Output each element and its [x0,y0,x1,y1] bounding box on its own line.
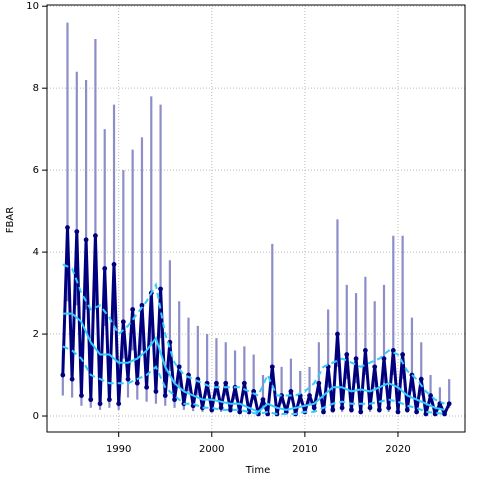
data-point [349,407,354,413]
data-point [88,397,94,403]
data-point [395,409,401,415]
data-point [362,348,368,353]
data-point [106,397,112,403]
data-point [172,397,177,403]
data-point [223,380,229,386]
data-point [130,307,136,312]
data-point [162,393,168,398]
data-point [311,405,317,411]
data-point [158,286,163,292]
data-point [74,229,80,235]
data-point [372,364,378,370]
data-point [339,405,345,411]
y-tick-label: 8 [33,83,39,94]
y-tick-label: 6 [33,165,39,176]
data-point [288,389,294,394]
data-point [97,401,103,407]
x-tick-label: 2000 [199,444,224,455]
data-point [111,261,117,267]
data-point [60,372,66,378]
data-point [358,409,364,415]
data-point [442,411,447,417]
series-line [61,226,451,416]
x-tick-label: 1990 [106,444,131,455]
data-point [381,356,387,362]
data-point [218,405,224,411]
data-point [404,407,410,413]
data-point [307,393,312,398]
data-point [316,380,322,386]
data-point [376,407,382,413]
data-point [251,389,257,394]
y-tick-label: 4 [33,247,39,258]
data-point [153,389,159,394]
data-point [344,352,350,357]
x-tick-label: 2020 [385,444,410,455]
upper-quantile-line [62,263,445,405]
data-point [125,376,131,382]
data-point [335,331,340,337]
data-point [93,233,98,239]
data-point [414,409,419,415]
data-point [386,405,392,411]
x-axis-label: Time [245,465,270,476]
y-tick-label: 0 [33,411,39,422]
data-point [200,405,205,411]
data-point [120,319,126,325]
data-point [83,237,89,243]
data-point [241,380,247,386]
data-point [69,376,75,382]
data-point [237,409,243,415]
data-point [446,401,452,407]
data-point [144,384,150,390]
data-point [321,409,326,415]
data-point [353,356,359,362]
data-point [176,364,182,370]
data-point [390,348,396,353]
data-point [65,225,70,230]
data-point [214,380,219,386]
data-point [432,411,438,417]
lower-quantile-line [62,345,445,416]
y-axis-label: FBAR [5,207,16,233]
data-point [102,266,108,271]
median-line [62,312,445,414]
data-point [79,393,84,398]
data-point [134,380,140,386]
data-point [400,352,406,357]
data-point [139,302,145,308]
data-point [428,393,433,398]
data-point [330,407,336,413]
y-tick-label: 2 [33,329,39,340]
data-point [418,376,424,382]
data-point [227,407,233,413]
data-point [269,364,275,370]
data-point [260,397,266,403]
x-tick-label: 2010 [292,444,317,455]
data-point [367,405,373,411]
data-point [116,401,122,407]
y-tick-label: 10 [26,1,39,12]
plot-frame [46,4,466,433]
